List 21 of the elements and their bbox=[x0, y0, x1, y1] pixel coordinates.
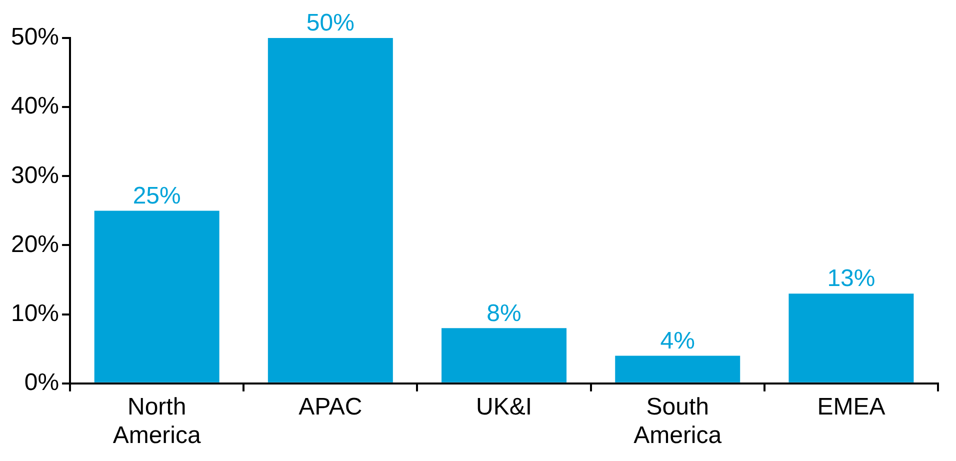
bar bbox=[788, 294, 914, 382]
bar bbox=[268, 38, 393, 382]
bar bbox=[615, 356, 740, 382]
x-tick-label: North America bbox=[112, 393, 202, 450]
data-label: 50% bbox=[306, 10, 354, 37]
y-tick-label: 0% bbox=[24, 369, 60, 396]
y-tick-label: 10% bbox=[10, 300, 60, 327]
y-tick-label: 20% bbox=[10, 230, 60, 258]
y-tick-label: 40% bbox=[10, 92, 60, 120]
data-label: 13% bbox=[827, 265, 876, 292]
x-tick-label: UK&I bbox=[476, 393, 532, 420]
y-tick-label: 50% bbox=[10, 24, 60, 51]
data-label: 25% bbox=[132, 182, 181, 210]
x-tick-label: South America bbox=[634, 393, 722, 450]
bar bbox=[442, 328, 567, 382]
x-tick-label: APAC bbox=[298, 393, 362, 420]
data-label: 8% bbox=[486, 300, 522, 327]
x-tick-label: EMEA bbox=[817, 393, 886, 420]
y-tick-label: 30% bbox=[10, 162, 60, 189]
data-label: 4% bbox=[660, 327, 695, 354]
bar bbox=[94, 210, 220, 382]
